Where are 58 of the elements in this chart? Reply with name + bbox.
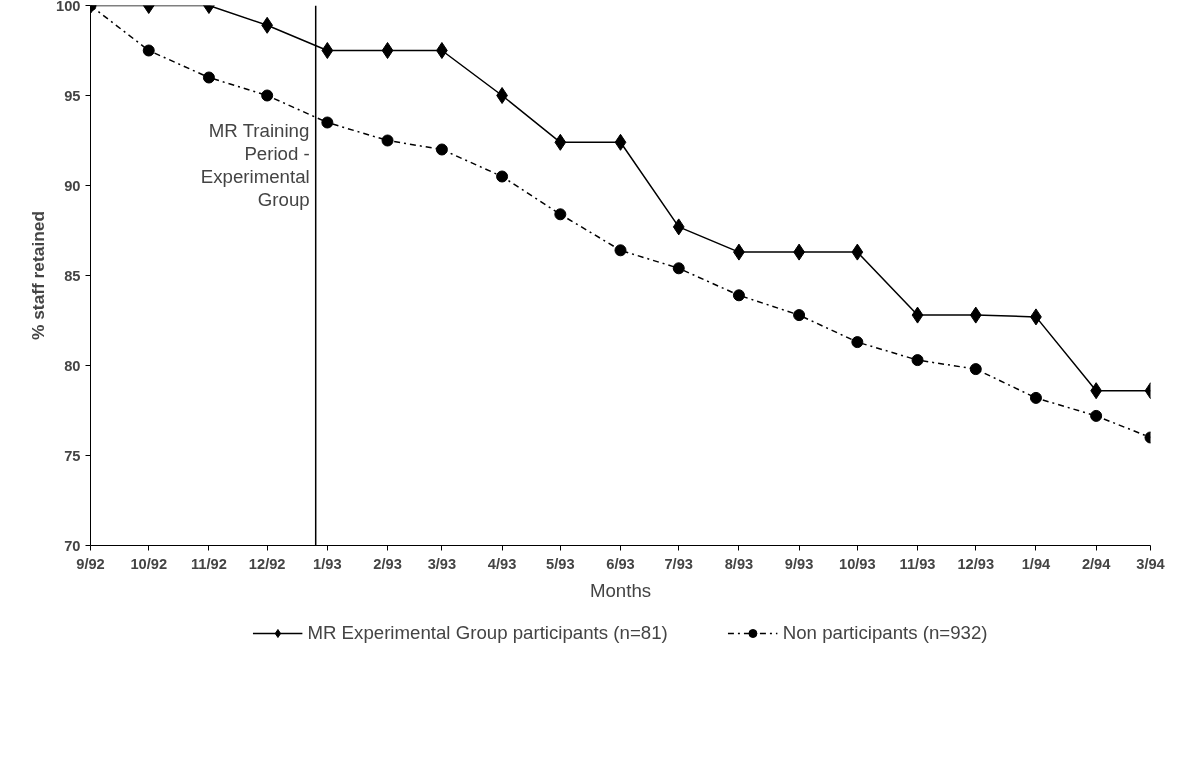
point: [911, 306, 924, 324]
point: [969, 363, 982, 376]
point: [142, 44, 155, 57]
point: [381, 134, 394, 147]
point: [793, 309, 806, 322]
point: [1029, 391, 1042, 404]
point: [554, 133, 567, 151]
x-tick-label: 3/94: [1136, 555, 1166, 572]
point: [496, 87, 508, 104]
y-tick-label: 85: [64, 267, 81, 284]
point: [381, 42, 394, 59]
point: [1090, 409, 1103, 422]
point: [554, 208, 567, 221]
x-tick-label: 11/93: [899, 555, 936, 572]
x-tick-label: 11/92: [190, 555, 227, 572]
point: [672, 262, 685, 275]
y-tick-label: 90: [64, 177, 81, 194]
y-tick-label: 75: [64, 447, 81, 464]
legend-label: MR Experimental Group participants (n=81): [307, 622, 668, 644]
x-tick-label: 6/93: [606, 555, 635, 572]
point: [261, 89, 274, 102]
x-tick-label: 4/93: [487, 555, 517, 572]
y-tick-label: 100: [56, 0, 81, 14]
x-tick-label: 2/93: [373, 555, 402, 572]
x-tick-label: 1/93: [313, 555, 342, 572]
point: [321, 42, 334, 59]
y-tick-label: 95: [64, 87, 81, 104]
x-tick-label: 9/93: [784, 555, 814, 572]
point: [614, 244, 627, 257]
point: [672, 218, 685, 236]
x-axis-title: Months: [589, 579, 652, 601]
point: [969, 306, 982, 324]
point: [911, 354, 924, 367]
y-tick-label: 80: [64, 357, 81, 374]
point: [851, 243, 864, 261]
point: [851, 336, 864, 349]
point: [496, 170, 509, 183]
x-tick-label: 7/93: [664, 555, 694, 572]
point: [436, 42, 448, 59]
y-axis-title: % staff retained: [28, 210, 49, 341]
x-tick-label: 12/93: [957, 555, 995, 572]
x-tick-label: 12/92: [248, 555, 286, 572]
x-tick-label: 10/93: [839, 555, 876, 572]
x-tick-label: 1/94: [1021, 555, 1052, 572]
x-tick-label: 5/93: [546, 555, 575, 572]
point: [435, 143, 448, 156]
legend-label: Non participants (n=932): [782, 622, 988, 644]
x-tick-label: 8/93: [724, 555, 754, 572]
x-tick-label: 3/93: [427, 555, 457, 572]
ref-line-label: MR Training Period - Experimental Group: [200, 119, 310, 210]
x-tick-label: 2/94: [1081, 555, 1112, 572]
x-tick-label: 9/92: [76, 555, 105, 572]
y-tick-label: 70: [64, 537, 81, 554]
point: [732, 289, 745, 302]
point: [202, 71, 215, 84]
point: [614, 133, 627, 151]
x-tick-label: 10/92: [130, 555, 168, 572]
point: [321, 116, 334, 129]
